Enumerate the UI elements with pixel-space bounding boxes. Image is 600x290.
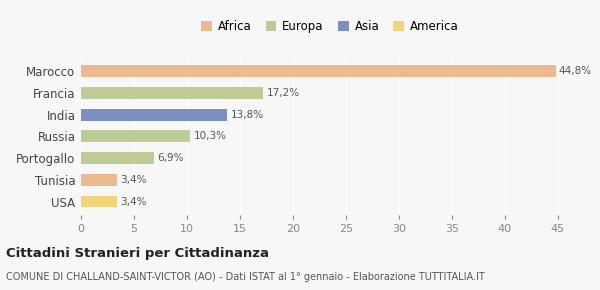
Text: 10,3%: 10,3%	[193, 131, 226, 141]
Bar	[81, 65, 556, 77]
Bar	[81, 108, 227, 121]
Bar	[81, 195, 117, 207]
Legend: Africa, Europa, Asia, America: Africa, Europa, Asia, America	[202, 20, 458, 33]
Text: Cittadini Stranieri per Cittadinanza: Cittadini Stranieri per Cittadinanza	[6, 247, 269, 260]
Text: 44,8%: 44,8%	[559, 66, 592, 76]
Bar	[81, 130, 190, 142]
Bar	[81, 174, 117, 186]
Text: 17,2%: 17,2%	[266, 88, 299, 98]
Text: 6,9%: 6,9%	[157, 153, 184, 163]
Text: COMUNE DI CHALLAND-SAINT-VICTOR (AO) - Dati ISTAT al 1° gennaio - Elaborazione T: COMUNE DI CHALLAND-SAINT-VICTOR (AO) - D…	[6, 272, 485, 282]
Bar	[81, 152, 154, 164]
Bar	[81, 87, 263, 99]
Text: 13,8%: 13,8%	[230, 110, 263, 119]
Text: 3,4%: 3,4%	[120, 175, 147, 185]
Text: 3,4%: 3,4%	[120, 197, 147, 206]
